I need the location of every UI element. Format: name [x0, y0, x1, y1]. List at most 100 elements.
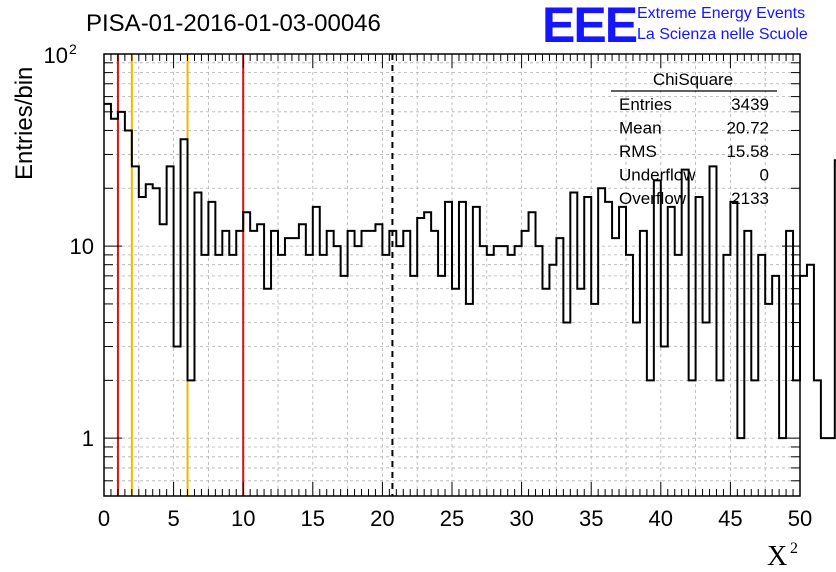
histogram-bin: [758, 255, 765, 496]
histogram-bin: [375, 224, 382, 496]
stats-row-label: Mean: [619, 119, 662, 138]
histogram-bin: [389, 231, 396, 496]
histogram-bin: [598, 188, 605, 496]
histogram-bin: [549, 265, 556, 496]
histogram-bin: [160, 224, 167, 496]
histogram-bin: [487, 255, 494, 496]
histogram-bin: [396, 246, 403, 496]
histogram-bin: [466, 304, 473, 496]
histogram-bin: [814, 380, 821, 496]
histogram-bin: [194, 193, 201, 496]
histogram-bin: [327, 231, 334, 496]
histogram-bin: [494, 246, 501, 496]
histogram: [104, 102, 836, 496]
histogram-bin: [501, 246, 508, 496]
histogram-bin: [515, 246, 522, 496]
histogram-bin: [522, 231, 529, 496]
histogram-bin: [208, 202, 215, 496]
histogram-bin: [779, 438, 786, 496]
histogram-bin: [250, 231, 257, 496]
histogram-bin: [570, 193, 577, 496]
histogram-bin: [696, 197, 703, 496]
eee-logo: EEE Extreme Energy Events La Scienza nel…: [542, 0, 808, 53]
histogram-bin: [703, 323, 710, 496]
stats-row-label: Entries: [619, 95, 672, 114]
histogram-bin: [417, 218, 424, 496]
histogram-bin: [529, 212, 536, 496]
x-tick-label: 50: [788, 506, 812, 531]
histogram-bin: [125, 130, 132, 496]
histogram-bin: [584, 197, 591, 496]
histogram-bin: [424, 212, 431, 496]
histogram-bin: [765, 304, 772, 496]
x-tick-label: 30: [509, 506, 533, 531]
histogram-bin: [403, 231, 410, 496]
histogram-bin: [668, 207, 675, 496]
histogram-bin: [299, 224, 306, 496]
histogram-bin: [438, 276, 445, 496]
stats-row-value: 20.72: [726, 119, 769, 138]
histogram-bin: [647, 380, 654, 496]
histogram-bin: [626, 255, 633, 496]
y-tick-label: 10: [70, 234, 94, 259]
histogram-bin: [271, 231, 278, 496]
histogram-bin: [362, 231, 369, 496]
histogram-bin: [563, 323, 570, 496]
stats-box: ChiSquare Entries 3439 Mean 20.72 RMS 15.58 Un…: [611, 70, 777, 208]
y-axis-label: Entries/bin: [11, 67, 38, 180]
x-axis-label-text: X: [767, 541, 787, 572]
histogram-bin: [146, 184, 153, 496]
stats-row-value: 0: [760, 166, 769, 185]
histogram-bin: [181, 139, 188, 496]
histogram-bin: [800, 276, 807, 496]
x-tick-label: 20: [370, 506, 394, 531]
stats-row-label: RMS: [619, 142, 657, 161]
stats-row-value: 3439: [731, 95, 769, 114]
x-tick-label: 10: [231, 506, 255, 531]
histogram-bin: [104, 104, 111, 496]
histogram-bin: [737, 438, 744, 496]
histogram-bin: [382, 255, 389, 496]
x-tick-label: 25: [440, 506, 464, 531]
histogram-bin: [605, 202, 612, 496]
histogram-bin: [744, 231, 751, 496]
histogram-bin: [153, 188, 160, 496]
histogram-bin: [480, 246, 487, 496]
histogram-bin: [215, 255, 222, 496]
histogram-bin: [320, 255, 327, 496]
logo-line-1: Extreme Energy Events: [637, 5, 805, 22]
x-tick-label: 35: [579, 506, 603, 531]
histogram-bin: [431, 231, 438, 496]
histogram-bin: [410, 276, 417, 496]
x-axis-label-superscript: 2: [790, 540, 798, 557]
histogram-bin: [542, 289, 549, 496]
histogram-bin: [355, 246, 362, 496]
axis-ticks: [103, 53, 801, 497]
histogram-bin: [459, 202, 466, 496]
histogram-bin: [278, 255, 285, 496]
histogram-bin: [167, 166, 174, 496]
logo-mark: EEE: [542, 0, 637, 53]
histogram-bin: [132, 166, 139, 496]
x-axis-label: X 2: [767, 540, 798, 572]
x-tick-label: 40: [649, 506, 673, 531]
histogram-bin: [723, 255, 730, 496]
histogram-bin: [612, 238, 619, 496]
histogram-bin: [174, 347, 181, 496]
histogram-bin: [368, 231, 375, 496]
histogram-bin: [243, 212, 250, 496]
histogram-bin: [591, 304, 598, 496]
histogram-bin: [139, 197, 146, 496]
stats-row-value: 2133: [731, 189, 769, 208]
histogram-bin: [772, 276, 779, 496]
y-tick-label-superscript: 2: [69, 41, 77, 57]
chart-title: PISA-01-2016-01-03-00046: [86, 10, 381, 37]
histogram-bin: [508, 255, 515, 496]
histogram-bin: [236, 231, 243, 496]
histogram-bin: [682, 170, 689, 496]
histogram-bin: [452, 289, 459, 496]
x-tick-labels: 0 5 10 15 20 25 30 35 40 45 50: [98, 506, 812, 531]
histogram-bin: [661, 347, 668, 496]
x-tick-label: 0: [98, 506, 110, 531]
